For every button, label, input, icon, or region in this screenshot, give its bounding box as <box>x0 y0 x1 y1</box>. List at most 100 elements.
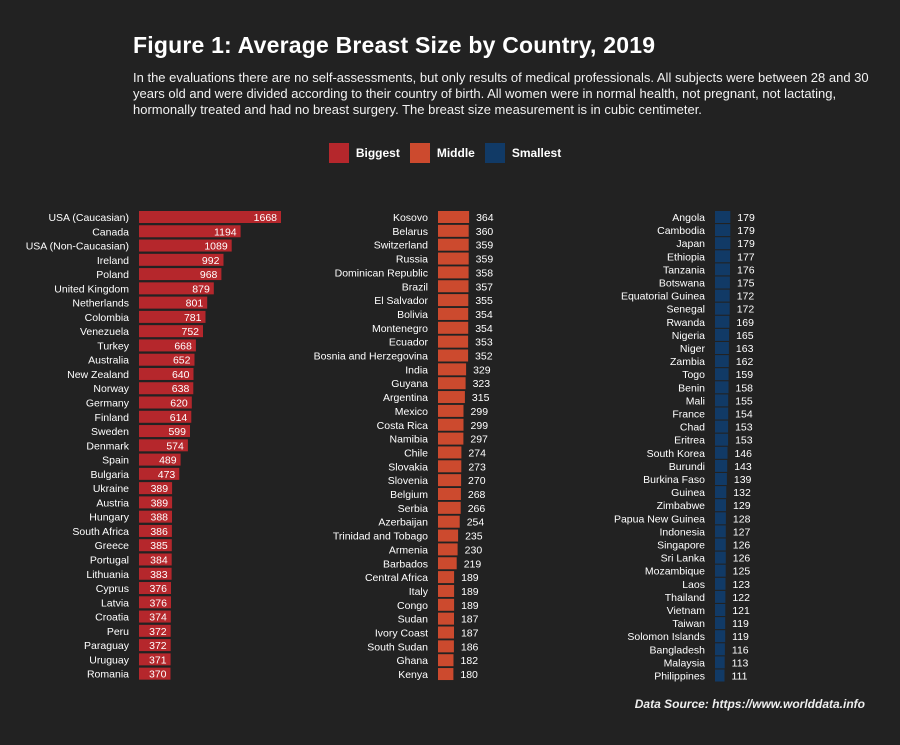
category-label: Dominican Republic <box>335 267 428 279</box>
bar-middle <box>438 488 461 500</box>
category-label: Thailand <box>665 592 705 604</box>
value-label: 374 <box>149 612 167 624</box>
value-label: 182 <box>461 655 479 667</box>
value-label: 143 <box>734 461 752 473</box>
bar-biggest <box>139 482 173 495</box>
category-label: Germany <box>86 398 130 410</box>
bar-middle <box>438 307 469 320</box>
legend-swatch-smallest <box>484 143 505 163</box>
panel-biggest: USA (Caucasian) 1668 Canada 1194 USA (Non-Ca… <box>26 211 281 681</box>
value-label: 614 <box>170 412 188 424</box>
category-label: Brazil <box>402 281 428 293</box>
value-label: 360 <box>476 226 494 238</box>
category-label: Switzerland <box>374 240 428 252</box>
bar-middle <box>438 363 467 376</box>
value-label: 123 <box>733 579 751 591</box>
value-label: 111 <box>731 671 747 683</box>
bar-biggest <box>139 524 172 537</box>
bar-middle <box>438 612 454 625</box>
bar-biggest <box>139 596 171 609</box>
category-label: Costa Rica <box>377 420 429 432</box>
bar-middle <box>438 404 464 417</box>
bar-middle <box>438 446 462 459</box>
value-label: 165 <box>736 330 754 342</box>
bar-middle <box>438 266 469 279</box>
value-label: 186 <box>461 641 479 653</box>
category-label: Rwanda <box>666 317 705 329</box>
bar-middle <box>438 321 469 334</box>
category-label: Slovenia <box>388 475 428 487</box>
legend-item-middle: Middle <box>409 143 479 163</box>
value-label: 354 <box>475 309 493 321</box>
category-label: Chile <box>404 447 428 459</box>
value-label: 129 <box>733 500 751 512</box>
value-label: 163 <box>736 343 754 355</box>
category-label: Zimbabwe <box>657 500 706 512</box>
category-label: South Africa <box>72 526 129 538</box>
bar-biggest <box>139 253 224 266</box>
value-label: 172 <box>737 304 755 316</box>
bar-biggest <box>139 239 232 252</box>
legend-label-smallest: Smallest <box>511 146 562 160</box>
bar-biggest <box>139 225 241 238</box>
value-label: 384 <box>150 554 168 566</box>
bar-biggest <box>139 610 171 623</box>
bar-biggest <box>139 453 181 466</box>
bar-middle <box>438 294 469 307</box>
value-label: 153 <box>735 435 753 447</box>
legend-label-middle: Middle <box>436 146 475 160</box>
bar-smallest <box>715 263 730 276</box>
value-label: 162 <box>736 356 754 368</box>
value-label: 266 <box>468 503 486 515</box>
category-label: Azerbaijan <box>378 517 428 529</box>
category-label: Zambia <box>670 356 705 368</box>
category-label: Poland <box>96 269 129 281</box>
value-label: 179 <box>737 238 755 250</box>
bar-middle <box>438 640 454 653</box>
category-label: Namibia <box>389 434 428 446</box>
bar-smallest <box>715 315 730 328</box>
category-label: Kenya <box>398 669 428 681</box>
value-label: 388 <box>150 512 168 524</box>
value-label: 359 <box>476 254 494 266</box>
value-label: 268 <box>468 489 486 501</box>
bar-middle <box>438 418 464 431</box>
value-label: 489 <box>159 455 177 467</box>
bar-smallest <box>715 538 726 551</box>
value-label: 355 <box>475 295 493 307</box>
bar-middle <box>438 584 455 597</box>
value-label: 386 <box>150 526 168 538</box>
bar-smallest <box>715 577 726 590</box>
value-label: 652 <box>173 355 191 367</box>
category-label: Portugal <box>90 554 129 566</box>
value-label: 230 <box>465 544 483 556</box>
category-label: Latvia <box>101 597 129 609</box>
value-label: 299 <box>471 406 489 418</box>
category-label: Philippines <box>654 671 705 683</box>
category-label: Cambodia <box>657 225 705 237</box>
value-label: 599 <box>168 426 186 438</box>
bar-smallest <box>715 328 730 341</box>
category-label: Slovakia <box>388 461 428 473</box>
category-label: Bosnia and Herzegovina <box>314 351 429 363</box>
bar-biggest <box>139 467 180 480</box>
value-label: 329 <box>473 364 491 376</box>
category-label: Trinidad and Tobago <box>333 531 428 543</box>
value-label: 128 <box>733 513 751 525</box>
category-label: Bolivia <box>397 309 428 321</box>
bar-middle <box>438 474 462 487</box>
bar-biggest <box>139 367 194 380</box>
value-label: 299 <box>471 420 489 432</box>
bar-middle <box>438 529 459 542</box>
bar-middle <box>438 626 454 639</box>
bar-smallest <box>715 276 730 289</box>
category-label: Benin <box>678 382 705 394</box>
value-label: 159 <box>736 369 754 381</box>
category-label: Laos <box>682 579 705 591</box>
bar-smallest <box>715 617 726 630</box>
category-label: Serbia <box>398 503 429 515</box>
category-label: Ecuador <box>389 337 429 349</box>
category-label: USA (Caucasian) <box>48 212 129 224</box>
bar-biggest <box>139 211 281 223</box>
